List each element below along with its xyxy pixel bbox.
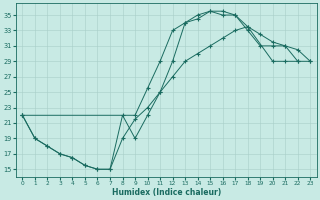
X-axis label: Humidex (Indice chaleur): Humidex (Indice chaleur): [112, 188, 221, 197]
